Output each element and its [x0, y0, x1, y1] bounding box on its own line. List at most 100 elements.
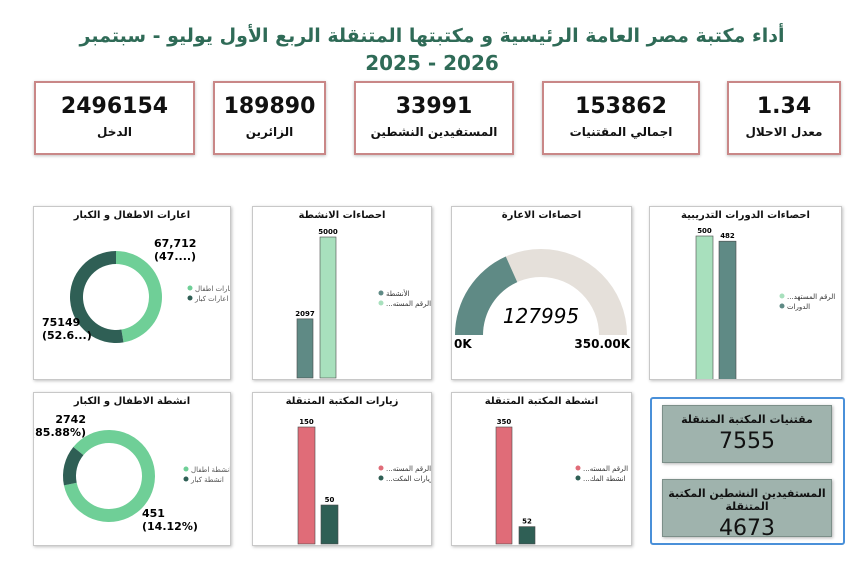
mobile-visits-bar-chart: 150 50 ...الرقم المسته ...زيارات المكت — [297, 418, 432, 545]
chart-title: انشطة الاطفال و الكبار — [73, 396, 191, 407]
bar-value-label: 350 — [497, 418, 512, 426]
legend-label: ...الرقم المسته — [583, 465, 628, 473]
legend-marker — [378, 475, 384, 481]
kpi-income-value: 2496154 — [60, 94, 169, 119]
bar-value-label: 52 — [522, 518, 532, 526]
legend-label: ...الرقم المسته — [386, 465, 431, 473]
legend-label: ...زيارات المكت — [386, 475, 432, 483]
slice-value-label: 75149 — [42, 316, 80, 329]
legend-marker — [779, 303, 785, 309]
chart-title: زيارات المكتبة المتنقلة — [285, 396, 399, 407]
mobile-activities-bar-chart: 350 52 ...الرقم المسته ...انشطة المك — [495, 418, 628, 545]
dashboard-title: أداء مكتبة مصر العامة الرئيسية و مكتبتها… — [79, 25, 785, 47]
kpi-visitors-card[interactable]: 189890 الزائرين — [213, 81, 326, 155]
kpi-active-beneficiaries-value: 33991 — [395, 94, 473, 119]
bar — [518, 526, 536, 545]
chart-title: انشطة المكتبة المتنقلة — [484, 396, 599, 407]
bar — [297, 426, 316, 545]
kpi-total-holdings-value: 153862 — [575, 94, 667, 119]
kpi-income-card[interactable]: 2496154 الدخل — [34, 81, 195, 155]
legend-label: ...الرقم المستهد — [787, 293, 835, 301]
bar — [320, 504, 339, 545]
slice-pct-label: (47....) — [154, 250, 196, 263]
kpi-visitors-value: 189890 — [223, 94, 316, 119]
activities-children-adults-panel[interactable]: انشطة الاطفال و الكبار 2742 (85.88%) 451 (1… — [33, 392, 231, 546]
gauge-max-label: 350.00K — [574, 337, 630, 351]
legend-marker — [575, 475, 581, 481]
mobile-activities-panel[interactable]: انشطة المكتبة المتنقلة 350 52 ...الرقم الم… — [451, 392, 632, 546]
kpi-visitors-label: الزائرين — [245, 125, 294, 139]
kpi-total-holdings-card[interactable]: 153862 اجمالي المقتنيات — [542, 81, 700, 155]
legend-marker — [575, 465, 581, 471]
bar-value-label: 5000 — [318, 228, 338, 236]
bar — [319, 236, 337, 379]
kpi-income-label: الدخل — [97, 125, 132, 139]
legend-label: الأنشطة — [386, 289, 410, 298]
slice-pct-label: (52.6...) — [42, 329, 92, 342]
kpi-active-beneficiaries-label: المستفيدين النشطين — [370, 125, 498, 139]
gauge-value-label: 127995 — [503, 304, 579, 328]
loans-children-adults-panel[interactable]: اعارات الاطفال و الكبار 67,712 (47....) 75… — [33, 206, 231, 380]
legend-marker — [183, 466, 189, 472]
activities-donut-chart: 2742(85.88%) 451(14.12%) انشطة اطفال انشطة … — [34, 413, 231, 533]
slice-pct-label: (85.88%) — [34, 426, 86, 439]
training-bar-chart: 500 482 ...الرقم المستهد الدورات — [695, 227, 835, 379]
chart-title: احصاءات الدورات التدريبية — [681, 210, 810, 221]
bar — [495, 426, 513, 545]
dashboard-period: 2025 - 2026 — [365, 51, 499, 75]
bar — [695, 235, 714, 379]
bar-value-label: 500 — [697, 227, 712, 235]
kpi-total-holdings-label: اجمالي المقتنيات — [569, 125, 673, 139]
legend-label: ...انشطة المك — [583, 475, 626, 483]
kpi-replacement-rate-value: 1.34 — [756, 94, 812, 119]
mobile-library-group: مقتنيات المكتبة المتنقلة 7555 المستفيدين… — [650, 397, 845, 545]
legend-label: ...الرقم المسته — [386, 300, 431, 308]
mobile-holdings-card[interactable]: مقتنيات المكتبة المتنقلة 7555 — [662, 405, 832, 463]
activities-bar-chart: 2097 5000 الأنشطة ...الرقم المسته — [295, 228, 431, 379]
mobile-active-beneficiaries-label: المستفيدين النشطين المكتبة المتنقلة — [668, 487, 826, 513]
legend-label: اعارات كبار — [194, 295, 228, 303]
chart-title: اعارات الاطفال و الكبار — [73, 210, 191, 221]
bar-value-label: 50 — [325, 496, 335, 504]
kpi-replacement-rate-label: معدل الاحلال — [745, 125, 823, 139]
legend-label: اعارات اطفال — [195, 285, 231, 293]
legend-label: انشطة اطفال — [191, 466, 231, 474]
slice-value-label: 451 — [142, 507, 165, 520]
mobile-active-beneficiaries-card[interactable]: المستفيدين النشطين المكتبة المتنقلة 4673 — [662, 479, 832, 541]
loans-gauge-panel[interactable]: احصاءات الاعارة 127995 0K 350.00K — [451, 206, 632, 380]
activities-stats-panel[interactable]: احصاءات الانشطة 2097 5000 الأنشطة ...الرقم … — [252, 206, 432, 380]
bar-value-label: 150 — [299, 418, 314, 426]
legend-marker — [378, 300, 384, 306]
mobile-active-beneficiaries-value: 4673 — [719, 516, 775, 541]
slice-pct-label: (14.12%) — [142, 520, 198, 533]
bar — [718, 240, 737, 379]
kpi-active-beneficiaries-card[interactable]: 33991 المستفيدين النشطين — [354, 81, 514, 155]
gauge-fill — [455, 256, 518, 335]
chart-title: احصاءات الاعارة — [501, 210, 582, 221]
kpi-replacement-rate-card[interactable]: 1.34 معدل الاحلال — [727, 81, 841, 155]
legend-marker — [183, 476, 189, 482]
bar — [296, 318, 314, 379]
donut-slice — [63, 446, 84, 486]
mobile-visits-panel[interactable]: زيارات المكتبة المتنقلة 150 50 ...الرقم ال… — [252, 392, 432, 546]
legend-marker — [378, 290, 384, 296]
mobile-holdings-value: 7555 — [719, 429, 775, 454]
bar-value-label: 2097 — [295, 310, 315, 318]
loans-gauge-chart: 127995 0K 350.00K — [454, 249, 631, 351]
gauge-min-label: 0K — [454, 337, 472, 351]
legend-marker — [187, 285, 193, 291]
slice-value-label: 2742 — [55, 413, 86, 426]
legend-marker — [779, 293, 785, 299]
bar-value-label: 482 — [720, 232, 735, 240]
slice-value-label: 67,712 — [154, 237, 196, 250]
donut-slice — [70, 251, 124, 343]
donut-slice — [116, 251, 163, 343]
chart-title: احصاءات الانشطة — [298, 210, 386, 221]
legend-label: الدورات — [787, 303, 810, 311]
legend-marker — [378, 465, 384, 471]
legend-label: انشطة كبار — [190, 476, 224, 484]
mobile-holdings-label: مقتنيات المكتبة المتنقلة — [681, 413, 813, 426]
training-courses-panel[interactable]: احصاءات الدورات التدريبية 500 482 ...الرقم… — [649, 206, 842, 380]
loans-donut-chart: 67,712(47....) 75149(52.6...) اعارات اطفال… — [42, 237, 231, 343]
legend-marker — [187, 295, 193, 301]
